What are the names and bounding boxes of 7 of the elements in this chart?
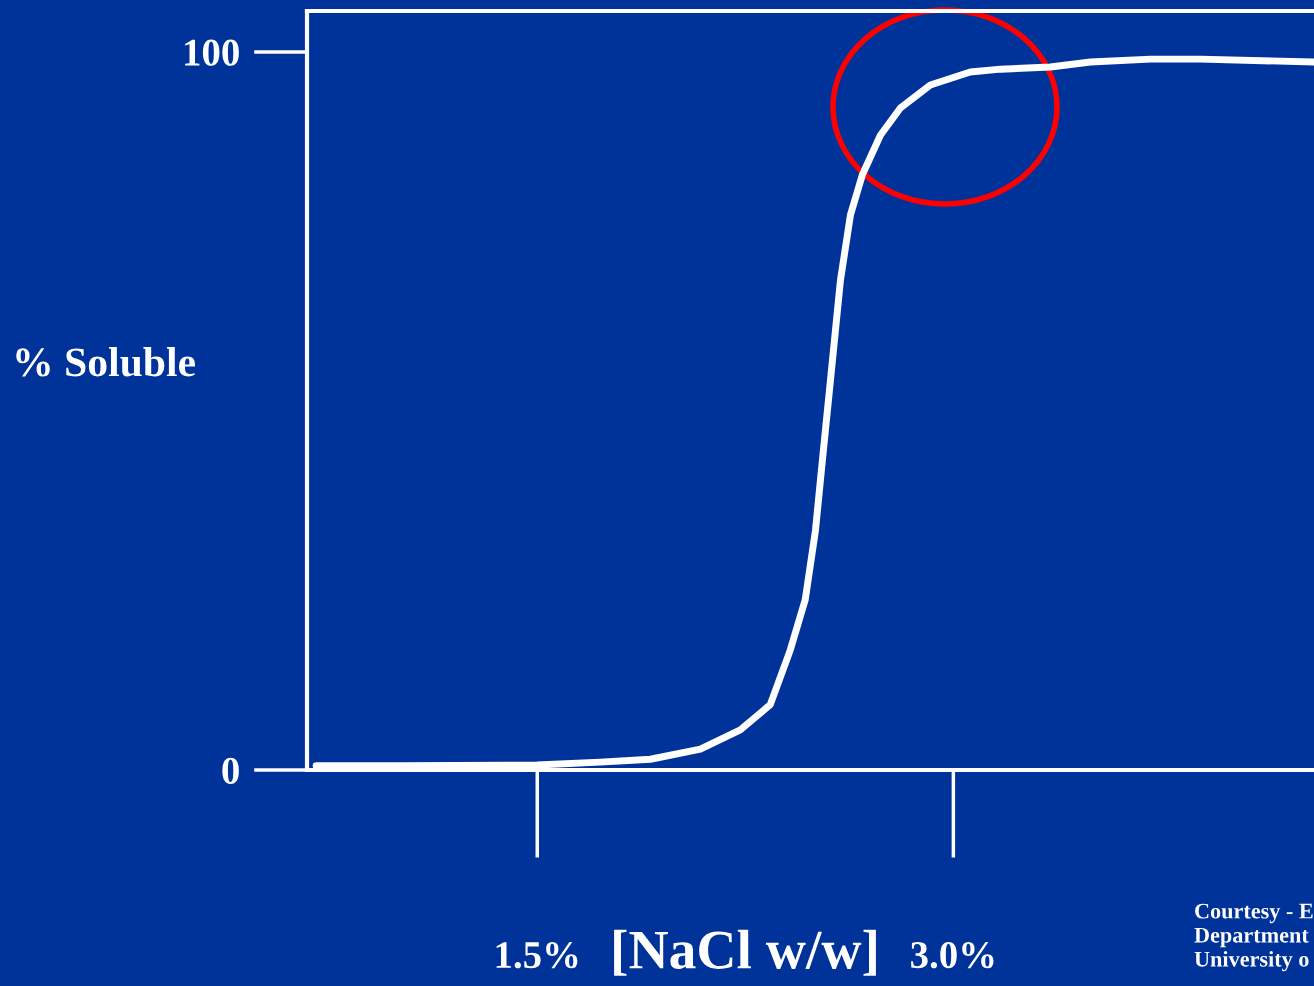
x-axis-title: [NaCl w/w] — [614, 929, 876, 976]
y-tick-label: 0 — [222, 757, 239, 784]
y-axis-title: % Soluble — [16, 347, 195, 377]
x-tick-label: 3.0% — [911, 941, 994, 969]
text: Courtesy - E Department University o — [1194, 903, 1313, 972]
x-tick-label: 1.5% — [496, 941, 578, 969]
y-tick-label: 100 — [185, 39, 239, 66]
